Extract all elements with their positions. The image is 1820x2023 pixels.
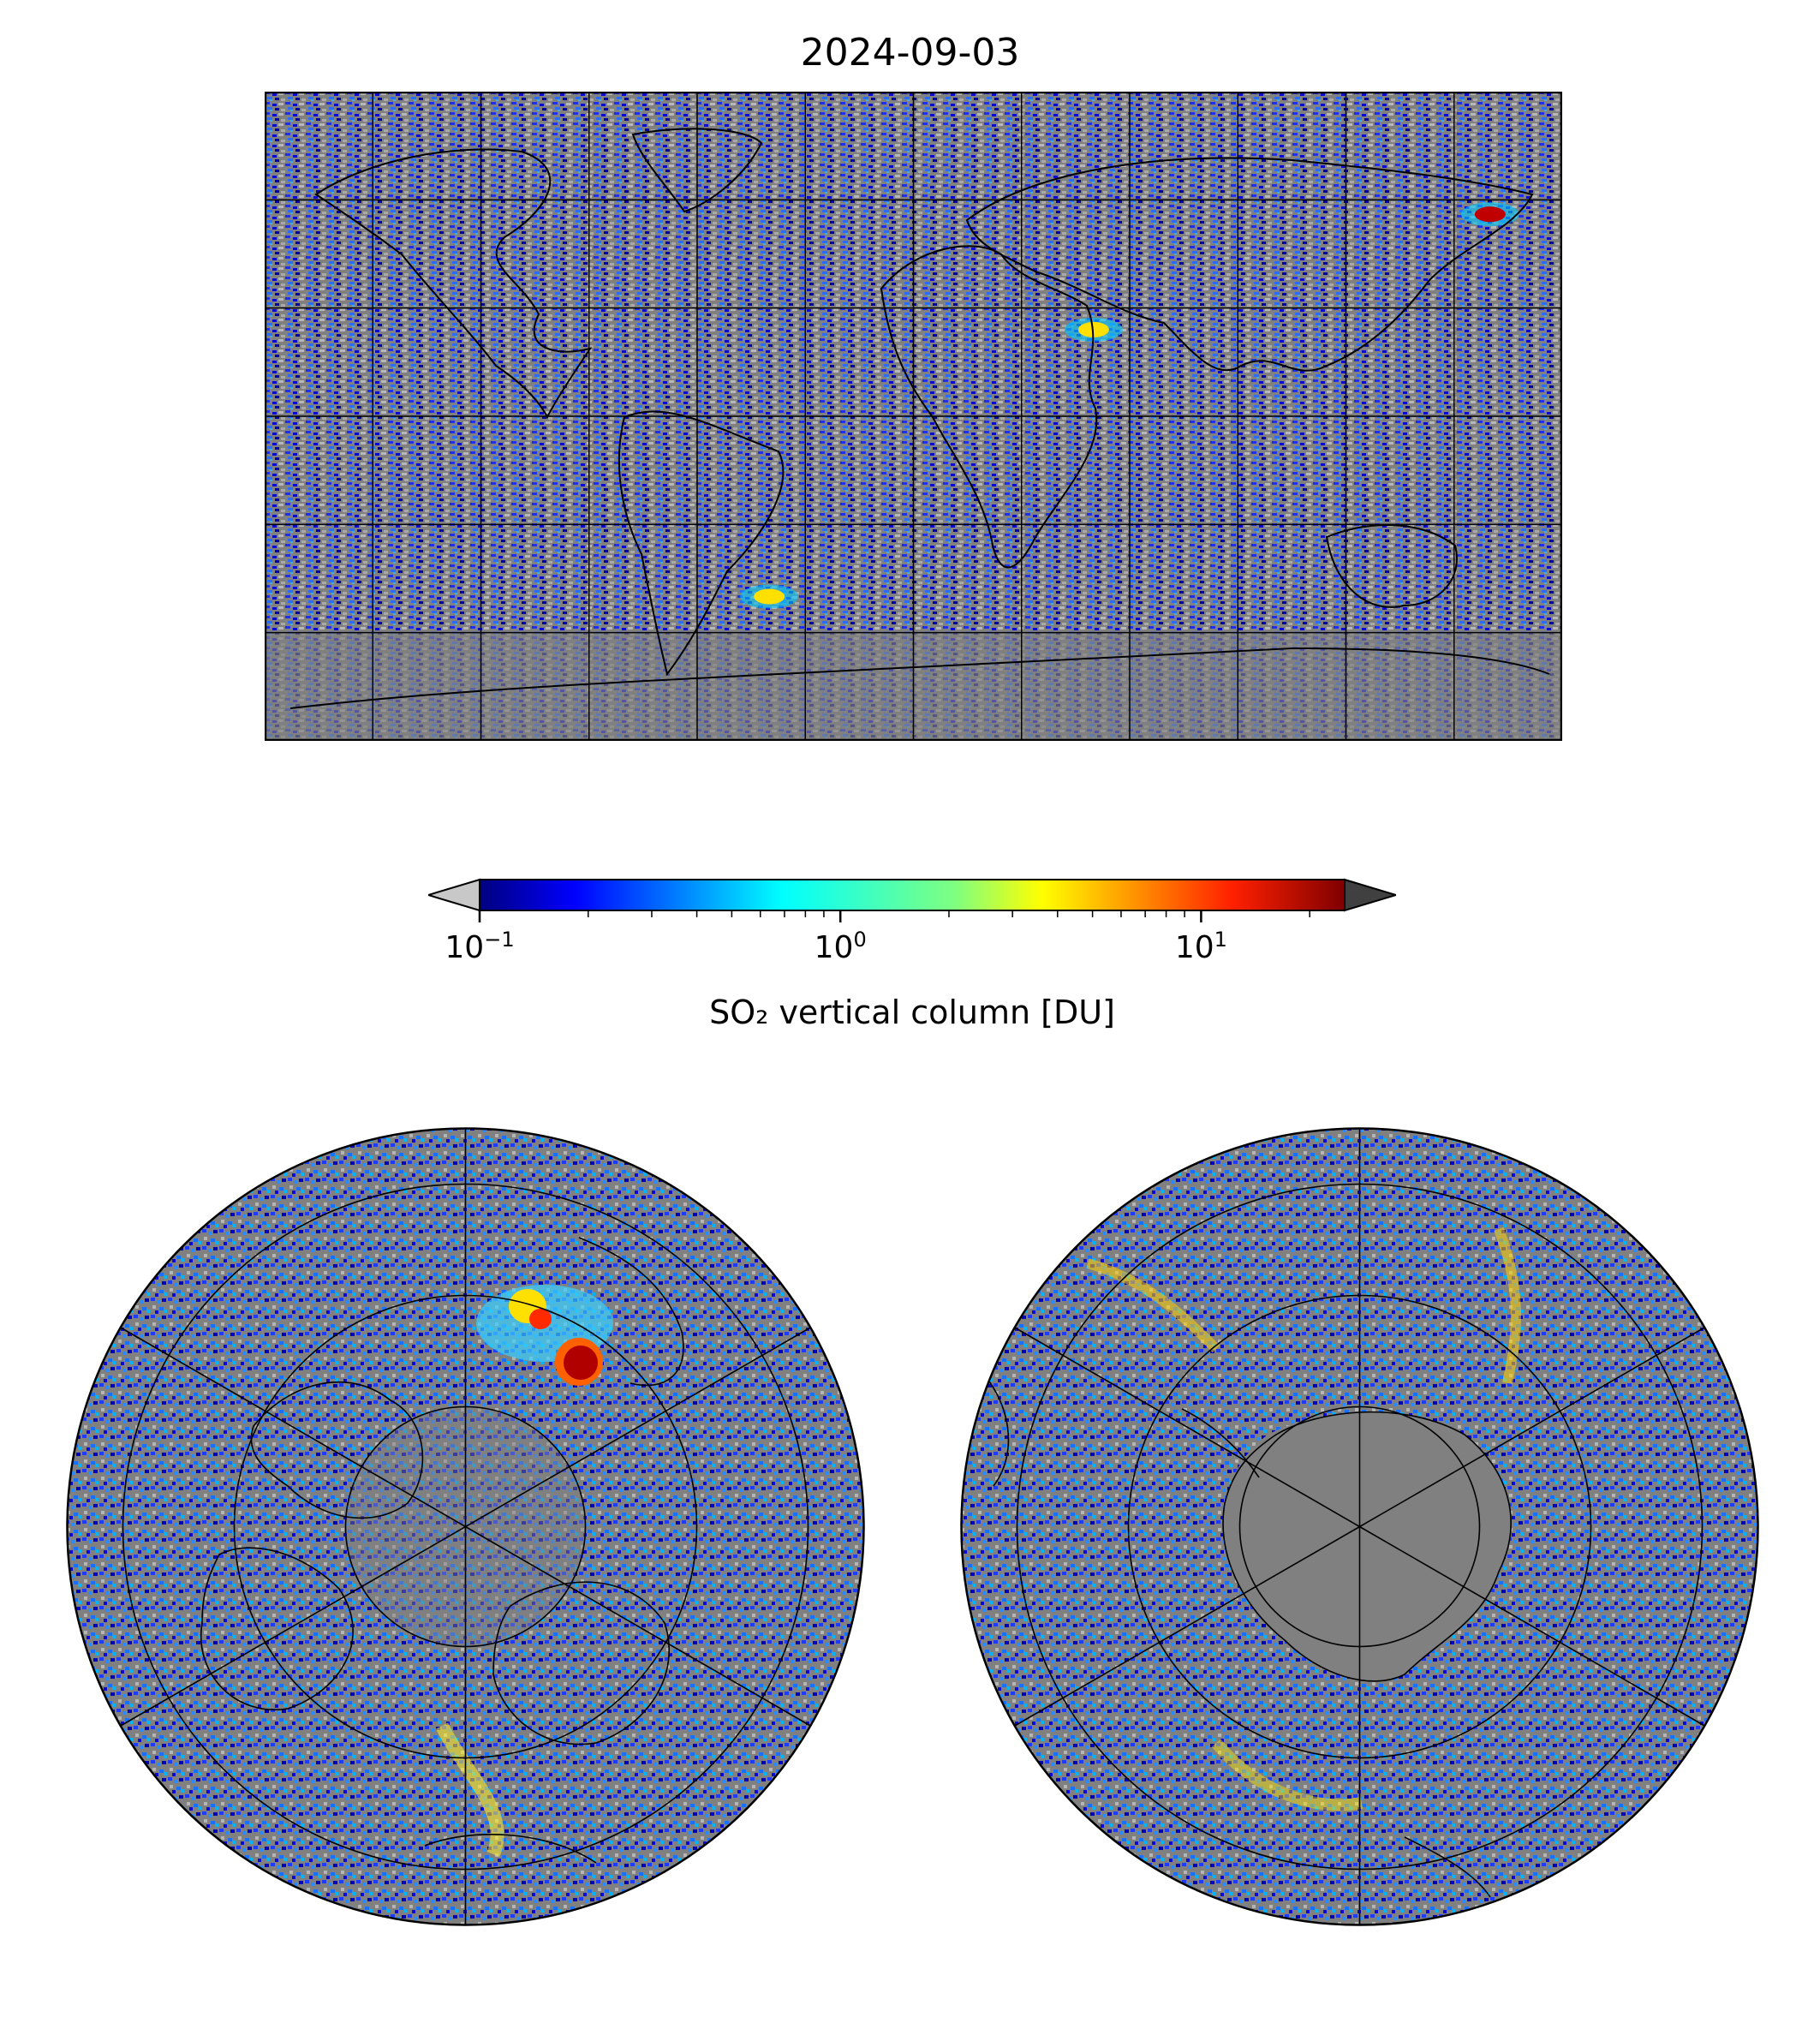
south-polar-svg xyxy=(960,1127,1759,1926)
south-coastlines xyxy=(976,1365,1512,1898)
south-polar-map xyxy=(959,1126,1760,1927)
north-polar-svg xyxy=(66,1127,865,1926)
longitude-line xyxy=(465,1525,815,1729)
colorbar-tick-label: 100 xyxy=(814,928,867,965)
colorbar-gradient xyxy=(480,880,1345,910)
figure-title: 2024-09-03 xyxy=(800,31,1020,75)
plume-core xyxy=(1474,206,1506,223)
plume-core xyxy=(754,588,785,605)
global-plumes xyxy=(740,202,1519,609)
north-graticule xyxy=(116,1128,815,1925)
colorbar-tick-label: 10−1 xyxy=(445,928,515,965)
colorbar-under-extension xyxy=(428,878,480,912)
longitude-line xyxy=(1359,1324,1709,1528)
coastlines xyxy=(289,128,1550,709)
longitude-line xyxy=(116,1324,466,1528)
colorbar-svg xyxy=(428,878,1396,922)
north-map-frame xyxy=(66,1127,865,1926)
colorbar-tick-label: 101 xyxy=(1174,928,1227,965)
longitude-line xyxy=(1011,1324,1360,1528)
global-map-svg xyxy=(265,92,1562,741)
south-graticule xyxy=(1011,1128,1709,1925)
global-map-frame xyxy=(265,92,1562,741)
colorbar: 10−1 100 101 SO₂ vertical column [DU] xyxy=(428,869,1396,1049)
south-map-frame xyxy=(960,1127,1759,1926)
north-coastlines xyxy=(200,1237,684,1864)
longitude-line xyxy=(465,1324,815,1528)
colorbar-over-extension xyxy=(1344,878,1396,912)
global-map xyxy=(265,92,1562,741)
colorbar-ticks xyxy=(478,910,1310,922)
antarctic-interior xyxy=(1223,1411,1512,1681)
north-polar-map xyxy=(65,1126,866,1927)
colorbar-label: SO₂ vertical column [DU] xyxy=(709,994,1115,1031)
graticule xyxy=(265,92,1562,741)
longitude-line xyxy=(116,1525,466,1729)
longitude-line xyxy=(1011,1525,1360,1729)
plume-core xyxy=(1077,321,1109,337)
longitude-line xyxy=(1359,1525,1709,1729)
